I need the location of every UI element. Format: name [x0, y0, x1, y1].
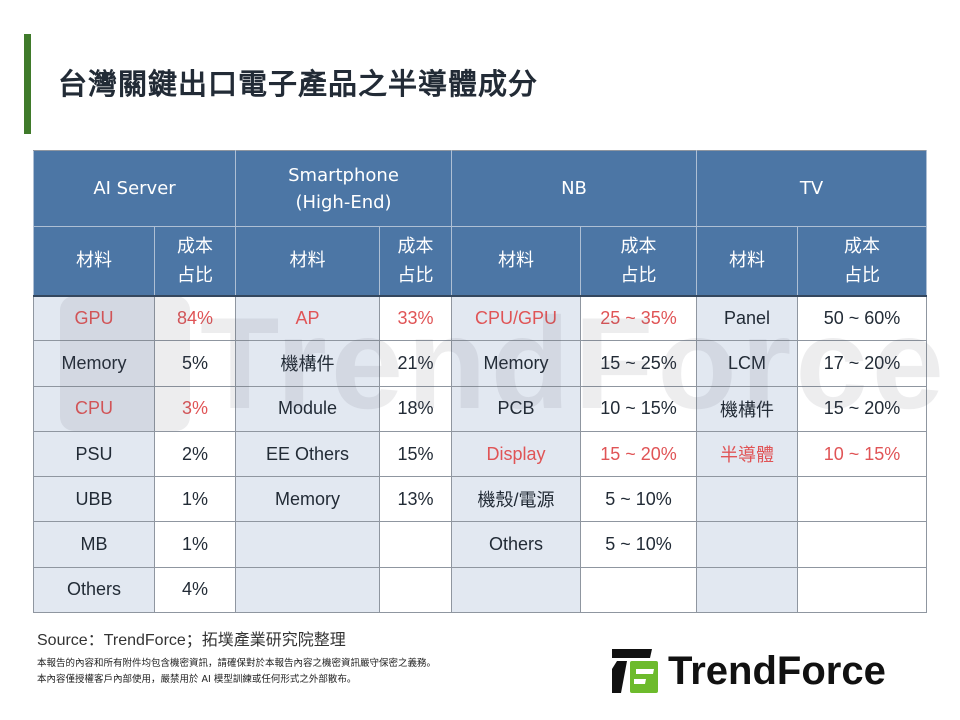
table-row: GPU 84% AP 33% CPU/GPU 25 ~ 35% Panel 50 ~ 60% — [33, 294, 928, 342]
cost-share-cell: 50 ~ 60% — [797, 294, 928, 342]
material-cell: 機殼/電源 — [451, 476, 581, 523]
material-cell: Others — [33, 566, 155, 614]
cost-share-cell: 15 ~ 25% — [579, 340, 698, 387]
material-cell: MB — [33, 521, 155, 568]
cost-share-cell: 4% — [154, 566, 236, 614]
cost-share-cell: 13% — [379, 476, 452, 523]
material-cell: Others — [451, 521, 581, 568]
material-cell — [451, 566, 581, 614]
subheader-cost-share-line2: 占比 — [177, 264, 213, 286]
title-accent-bar — [24, 34, 31, 134]
material-cell — [696, 521, 799, 568]
semiconductor-content-table: AI Server Smartphone (High-End) NB TV 材料… — [33, 150, 928, 614]
cost-share-cell: 21% — [379, 340, 452, 387]
cost-share-cell — [797, 566, 928, 614]
table-row: Memory 5% 機構件 21% Memory 15 ~ 25% LCM 17 ~ 20% — [33, 340, 928, 387]
subheader-cost-share-line1: 成本 — [177, 235, 213, 257]
group-header-smartphone-line2: (High-End) — [295, 191, 392, 213]
table-row: PSU 2% EE Others 15% Display 15 ~ 20% 半導體 10 ~ … — [33, 430, 928, 478]
material-cell — [235, 521, 380, 568]
disclaimer-line-2: 本內容僅授權客戶內部使用，嚴禁用於 AI 模型訓練或任何形式之外部散布。 — [37, 674, 357, 685]
cost-share-cell: 1% — [154, 521, 236, 568]
cost-share-cell: 15 ~ 20% — [579, 430, 698, 478]
material-cell: PSU — [33, 430, 155, 478]
cost-share-cell: 17 ~ 20% — [797, 340, 928, 387]
subheader-cost-share: 成本 占比 — [579, 226, 698, 297]
trendforce-logo: TrendForce — [612, 648, 886, 694]
cost-share-cell: 10 ~ 15% — [797, 430, 928, 478]
subheader-material: 材料 — [451, 226, 581, 297]
material-cell: GPU — [33, 294, 155, 342]
cost-share-cell: 15% — [379, 430, 452, 478]
group-header-smartphone-line1: Smartphone — [288, 164, 399, 186]
material-cell: LCM — [696, 340, 799, 387]
material-cell: Memory — [451, 340, 581, 387]
trendforce-logo-icon — [612, 649, 658, 693]
cost-share-cell: 10 ~ 15% — [579, 385, 698, 432]
table-row: Others 4% — [33, 566, 928, 614]
subheader-cost-share-line2: 占比 — [620, 264, 657, 286]
cost-share-cell — [379, 521, 452, 568]
cost-share-cell: 18% — [379, 385, 452, 432]
source-note: Source：TrendForce；拓墣產業研究院整理 — [37, 632, 346, 649]
cost-share-cell: 15 ~ 20% — [797, 385, 928, 432]
material-cell: 半導體 — [696, 430, 799, 478]
logo-text: TrendForce — [668, 649, 886, 693]
cost-share-cell: 5 ~ 10% — [579, 521, 698, 568]
table-row: MB 1% Others 5 ~ 10% — [33, 521, 928, 568]
cost-share-cell — [797, 476, 928, 523]
cost-share-cell: 1% — [154, 476, 236, 523]
group-header-ai-server: AI Server — [33, 150, 236, 227]
cost-share-cell — [797, 521, 928, 568]
material-cell: CPU/GPU — [451, 294, 581, 342]
cost-share-cell: 3% — [154, 385, 236, 432]
group-header-tv: TV — [696, 150, 928, 227]
page-title: 台灣關鍵出口電子產品之半導體成分 — [58, 67, 539, 101]
subheader-cost-share-line1: 成本 — [397, 235, 434, 257]
cost-share-cell: 5 ~ 10% — [579, 476, 698, 523]
cost-share-cell: 5% — [154, 340, 236, 387]
material-cell: AP — [235, 294, 380, 342]
material-cell: Display — [451, 430, 581, 478]
subheader-cost-share-line2: 占比 — [844, 264, 881, 286]
subheader-material: 材料 — [696, 226, 799, 297]
table-body: GPU 84% AP 33% CPU/GPU 25 ~ 35% Panel 50 ~ 60% M… — [33, 294, 928, 614]
subheader-cost-share: 成本 占比 — [154, 226, 236, 297]
material-cell: Module — [235, 385, 380, 432]
cost-share-cell: 25 ~ 35% — [579, 294, 698, 342]
material-cell: CPU — [33, 385, 155, 432]
cost-share-cell: 84% — [154, 294, 236, 342]
group-header-smartphone: Smartphone (High-End) — [235, 150, 452, 227]
subheader-cost-share: 成本 占比 — [797, 226, 928, 297]
subheader-cost-share-line2: 占比 — [397, 264, 434, 286]
column-subheader-row: 材料 成本 占比 材料 成本 占比 材料 成本 占比 材料 成本 占比 — [33, 226, 928, 297]
subheader-material: 材料 — [33, 226, 155, 297]
table-row: UBB 1% Memory 13% 機殼/電源 5 ~ 10% — [33, 476, 928, 523]
material-cell: 機構件 — [235, 340, 380, 387]
subheader-cost-share-line1: 成本 — [620, 235, 657, 257]
disclaimer-line-1: 本報告的內容和所有附件均包含機密資訊，請確保對於本報告內容之機密資訊嚴守保密之義… — [37, 658, 437, 669]
material-cell: EE Others — [235, 430, 380, 478]
material-cell — [696, 476, 799, 523]
material-cell: PCB — [451, 385, 581, 432]
cost-share-cell: 33% — [379, 294, 452, 342]
cost-share-cell: 2% — [154, 430, 236, 478]
material-cell: Panel — [696, 294, 799, 342]
material-cell — [696, 566, 799, 614]
material-cell — [235, 566, 380, 614]
group-header-nb: NB — [450, 150, 698, 227]
material-cell: UBB — [33, 476, 155, 523]
table-row: CPU 3% Module 18% PCB 10 ~ 15% 機構件 15 ~ 20% — [33, 385, 928, 432]
product-group-header-row: AI Server Smartphone (High-End) NB TV — [33, 150, 928, 227]
material-cell: Memory — [33, 340, 155, 387]
material-cell: 機構件 — [696, 385, 799, 432]
cost-share-cell — [579, 566, 698, 614]
material-cell: Memory — [235, 476, 380, 523]
subheader-cost-share-line1: 成本 — [844, 235, 881, 257]
subheader-material: 材料 — [235, 226, 380, 297]
cost-share-cell — [379, 566, 452, 614]
subheader-cost-share: 成本 占比 — [379, 226, 452, 297]
